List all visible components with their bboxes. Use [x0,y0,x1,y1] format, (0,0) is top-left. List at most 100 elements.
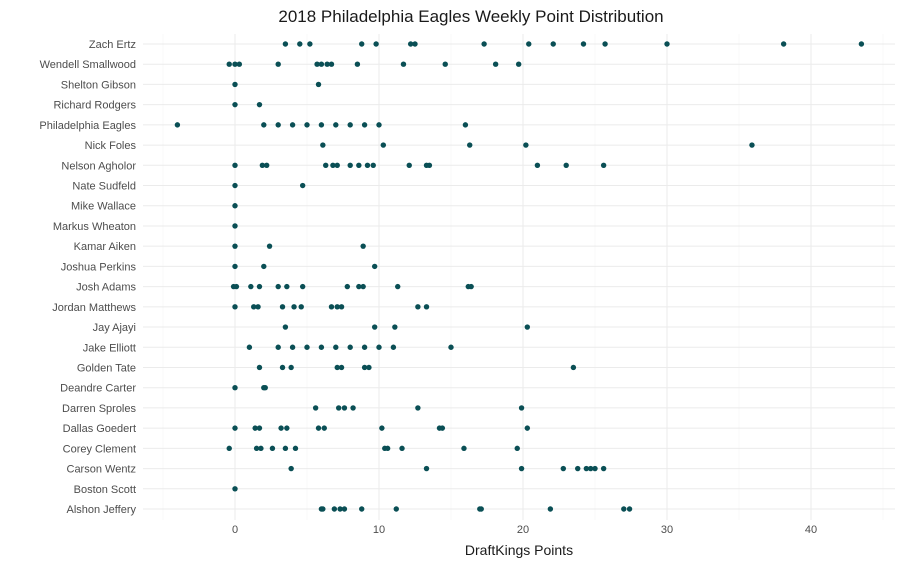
data-point [412,41,418,47]
data-point [323,162,329,169]
data-point [423,465,430,472]
data-point [400,61,407,67]
data-point [256,283,263,290]
data-point [481,41,487,47]
data-point [570,364,577,371]
data-point [360,283,366,290]
data-point [251,304,257,310]
y-tick-label: Darren Sproles [62,403,136,415]
data-point [278,425,284,431]
y-tick-label: Jordan Matthews [52,302,136,314]
data-point [344,283,351,290]
data-point [462,122,469,128]
data-point [331,506,338,512]
data-point [174,122,181,128]
data-point [263,162,270,169]
data-point [232,263,238,270]
data-point [423,304,430,310]
data-point [600,162,607,169]
data-point [334,304,340,310]
data-point [575,465,581,472]
y-tick-label: Deandre Carter [60,383,136,395]
data-point [518,405,525,411]
y-tick-label: Shelton Gibson [61,79,136,91]
data-point [550,41,556,47]
data-point [256,364,263,371]
y-tick-label: Corey Clement [63,443,136,455]
data-point [258,445,264,452]
data-point [232,81,238,88]
data-point [299,182,306,189]
data-point [587,465,594,472]
y-tick-label: Wendell Smallwood [40,59,136,71]
x-tick-label: 40 [805,524,817,536]
data-point [335,405,342,411]
data-point [275,283,281,290]
data-point [226,61,232,67]
data-point [252,425,258,431]
data-point [370,162,376,169]
data-point [248,283,254,290]
data-point [259,162,266,169]
data-point [426,162,433,169]
data-point [232,243,238,249]
data-point [315,81,322,88]
data-point [232,425,238,431]
data-point [380,142,387,148]
data-point [350,405,356,411]
y-tick-label: Kamar Aiken [74,241,136,253]
data-point [399,445,405,452]
data-point [468,283,474,290]
data-point [364,162,371,169]
data-point [359,41,365,47]
data-point [347,344,353,350]
data-point [318,344,325,350]
data-point [371,324,378,330]
data-point [289,344,296,350]
y-tick-label: Jake Elliott [83,342,136,354]
data-point [288,364,294,371]
data-point [492,61,499,67]
data-point [232,203,238,209]
data-point [395,283,401,290]
data-point [232,162,238,169]
data-point [275,61,281,67]
data-point [390,344,397,350]
data-point [439,425,446,431]
chart-title: 2018 Philadelphia Eagles Weekly Point Di… [278,7,663,26]
data-point [376,122,382,128]
data-point [261,122,267,128]
data-point [321,425,327,431]
data-point [304,344,310,350]
data-point [354,61,361,67]
data-point [226,445,232,452]
data-point [304,122,310,128]
data-point [279,304,286,310]
y-tick-label: Philadelphia Eagles [39,120,136,132]
y-tick-label: Golden Tate [77,362,136,374]
x-tick-label: 30 [661,524,673,536]
y-tick-label: Jay Ajayi [93,322,136,334]
y-tick-label: Josh Adams [76,282,136,294]
y-tick-label: Boston Scott [74,484,136,496]
data-point [392,324,398,330]
data-point [526,41,532,47]
data-point [664,41,670,47]
y-tick-label: Mike Wallace [71,201,136,213]
data-point [333,344,339,350]
data-point [232,223,238,229]
data-point [297,41,303,47]
y-tick-label: Alshon Jeffery [66,504,136,516]
data-point [291,304,297,310]
data-point [320,506,326,512]
data-point [359,506,365,512]
y-axis-tick-labels: Zach Ertz Wendell Smallwood Shelton Gibson… [39,39,136,516]
data-point [232,101,238,108]
data-point [467,142,473,148]
data-point [315,425,322,431]
data-point [361,344,368,350]
x-axis-title: DraftKings Points [465,542,573,558]
data-point [320,142,326,148]
data-point [256,425,263,431]
